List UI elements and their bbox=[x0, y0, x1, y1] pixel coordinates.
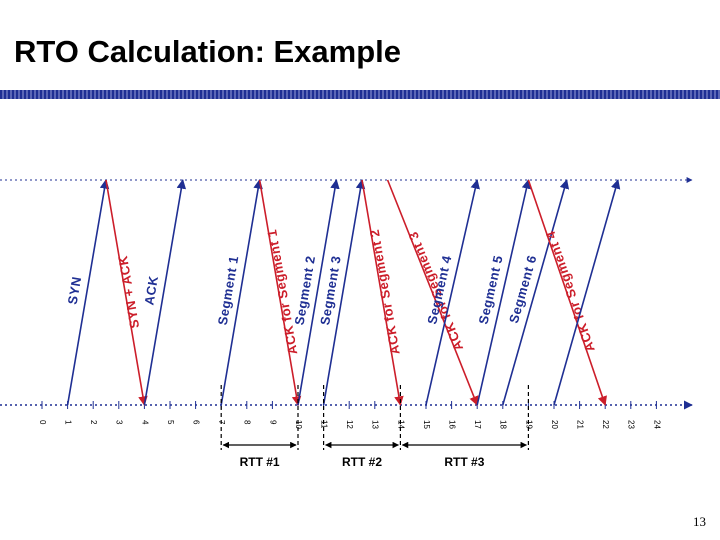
arrow-label-syn: SYN bbox=[65, 275, 85, 305]
arrow-seg2 bbox=[297, 179, 340, 406]
arrow-label-syn-ack: SYN + ACK bbox=[115, 254, 142, 329]
arrow-label-seg6: Segment 6 bbox=[506, 253, 540, 325]
time-tick-label: 16 bbox=[447, 420, 456, 429]
time-tick-label: 15 bbox=[422, 420, 431, 429]
arrow-label-seg2: Segment 2 bbox=[292, 255, 319, 327]
time-tick-label: 9 bbox=[268, 420, 277, 425]
arrow-seg1 bbox=[220, 179, 263, 406]
title-rule bbox=[0, 90, 720, 99]
time-tick-label: 2 bbox=[89, 420, 98, 425]
rtt-markers: RTT #1 RTT #2 RTT #3 bbox=[220, 385, 530, 469]
time-tick-label: 22 bbox=[601, 420, 610, 429]
time-tick-label: 21 bbox=[575, 420, 584, 429]
arrow-seg3 bbox=[322, 179, 366, 406]
time-tick-label: 14 bbox=[396, 420, 405, 429]
arrow-syn bbox=[66, 179, 110, 406]
time-tick-label: 6 bbox=[191, 420, 200, 425]
time-tick-label: 3 bbox=[115, 420, 124, 425]
arrow-ack-seg3 bbox=[386, 179, 479, 406]
time-tick-label: 13 bbox=[371, 420, 380, 429]
arrow-seg4 bbox=[425, 179, 480, 406]
arrow-label-ack-seg1: ACK for Segment 1 bbox=[264, 228, 300, 356]
arrow-label-seg1: Segment 1 bbox=[215, 255, 242, 327]
rtt-label-1: RTT #1 bbox=[240, 455, 280, 469]
arrow-ack-seg2 bbox=[361, 179, 404, 406]
rtt-label-2: RTT #2 bbox=[342, 455, 382, 469]
arrow-label-ack-seg2: ACK for Segment 2 bbox=[367, 228, 403, 356]
time-tick-label: 11 bbox=[319, 420, 328, 429]
slide-title: RTO Calculation: Example bbox=[14, 34, 402, 69]
time-tick-label: 8 bbox=[243, 420, 252, 425]
arrow-ack-seg4 bbox=[527, 179, 607, 406]
time-tick-label: 1 bbox=[63, 420, 72, 425]
arrow-seg5 bbox=[476, 179, 532, 406]
arrow-label-seg5: Segment 5 bbox=[476, 254, 506, 326]
rtt-label-3: RTT #3 bbox=[444, 455, 484, 469]
time-tick-label: 12 bbox=[345, 420, 354, 429]
time-tick-label: 10 bbox=[294, 420, 303, 429]
time-tick-label: 18 bbox=[499, 420, 508, 429]
arrow-label-ack-seg4: ACK for Segment 4 bbox=[542, 229, 597, 354]
arrow-seg6 bbox=[502, 179, 570, 406]
time-tick-label: 19 bbox=[524, 420, 533, 429]
packet-arrows: SYN SYN + ACK ACK Segment 1 ACK for Segment … bbox=[65, 179, 621, 406]
time-tick-label: 4 bbox=[140, 420, 149, 425]
time-tick-label: 23 bbox=[627, 420, 636, 429]
time-tick-label: 0 bbox=[38, 420, 47, 425]
arrow-syn-ack bbox=[105, 179, 148, 406]
arrow-ack bbox=[143, 179, 187, 406]
time-tick-label: 5 bbox=[166, 420, 175, 425]
arrow-label-ack: ACK bbox=[141, 274, 161, 306]
arrow-ack-seg1 bbox=[258, 179, 302, 406]
time-tick-label: 24 bbox=[652, 420, 661, 429]
arrow-seg-lost bbox=[553, 179, 621, 406]
page-number: 13 bbox=[693, 514, 706, 529]
time-tick-label: 17 bbox=[473, 420, 482, 429]
time-tick-label: 20 bbox=[550, 420, 559, 429]
